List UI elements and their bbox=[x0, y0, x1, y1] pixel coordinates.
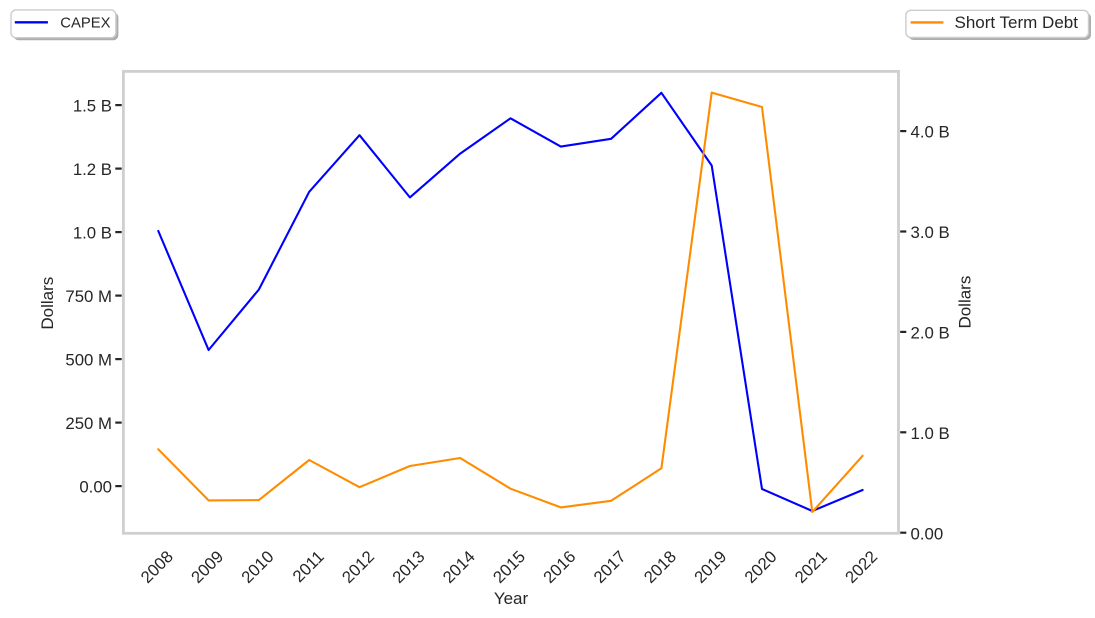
svg-text:1.5 B: 1.5 B bbox=[73, 96, 112, 115]
svg-text:1.0 B: 1.0 B bbox=[911, 424, 950, 443]
svg-text:1.2 B: 1.2 B bbox=[73, 160, 112, 179]
svg-text:Year: Year bbox=[494, 589, 529, 608]
svg-text:0.00: 0.00 bbox=[911, 524, 944, 543]
svg-text:CAPEX: CAPEX bbox=[60, 15, 110, 31]
svg-text:Dollars: Dollars bbox=[38, 277, 57, 330]
svg-text:750 M: 750 M bbox=[65, 287, 112, 306]
svg-text:0.00: 0.00 bbox=[79, 477, 112, 496]
svg-text:500 M: 500 M bbox=[65, 350, 112, 369]
svg-text:3.0 B: 3.0 B bbox=[911, 223, 950, 242]
svg-text:1.0 B: 1.0 B bbox=[73, 223, 112, 242]
svg-text:Short Term Debt: Short Term Debt bbox=[955, 13, 1079, 32]
svg-text:250 M: 250 M bbox=[65, 414, 112, 433]
svg-text:Dollars: Dollars bbox=[956, 276, 975, 329]
svg-text:4.0 B: 4.0 B bbox=[911, 123, 950, 142]
svg-text:2.0 B: 2.0 B bbox=[911, 324, 950, 343]
